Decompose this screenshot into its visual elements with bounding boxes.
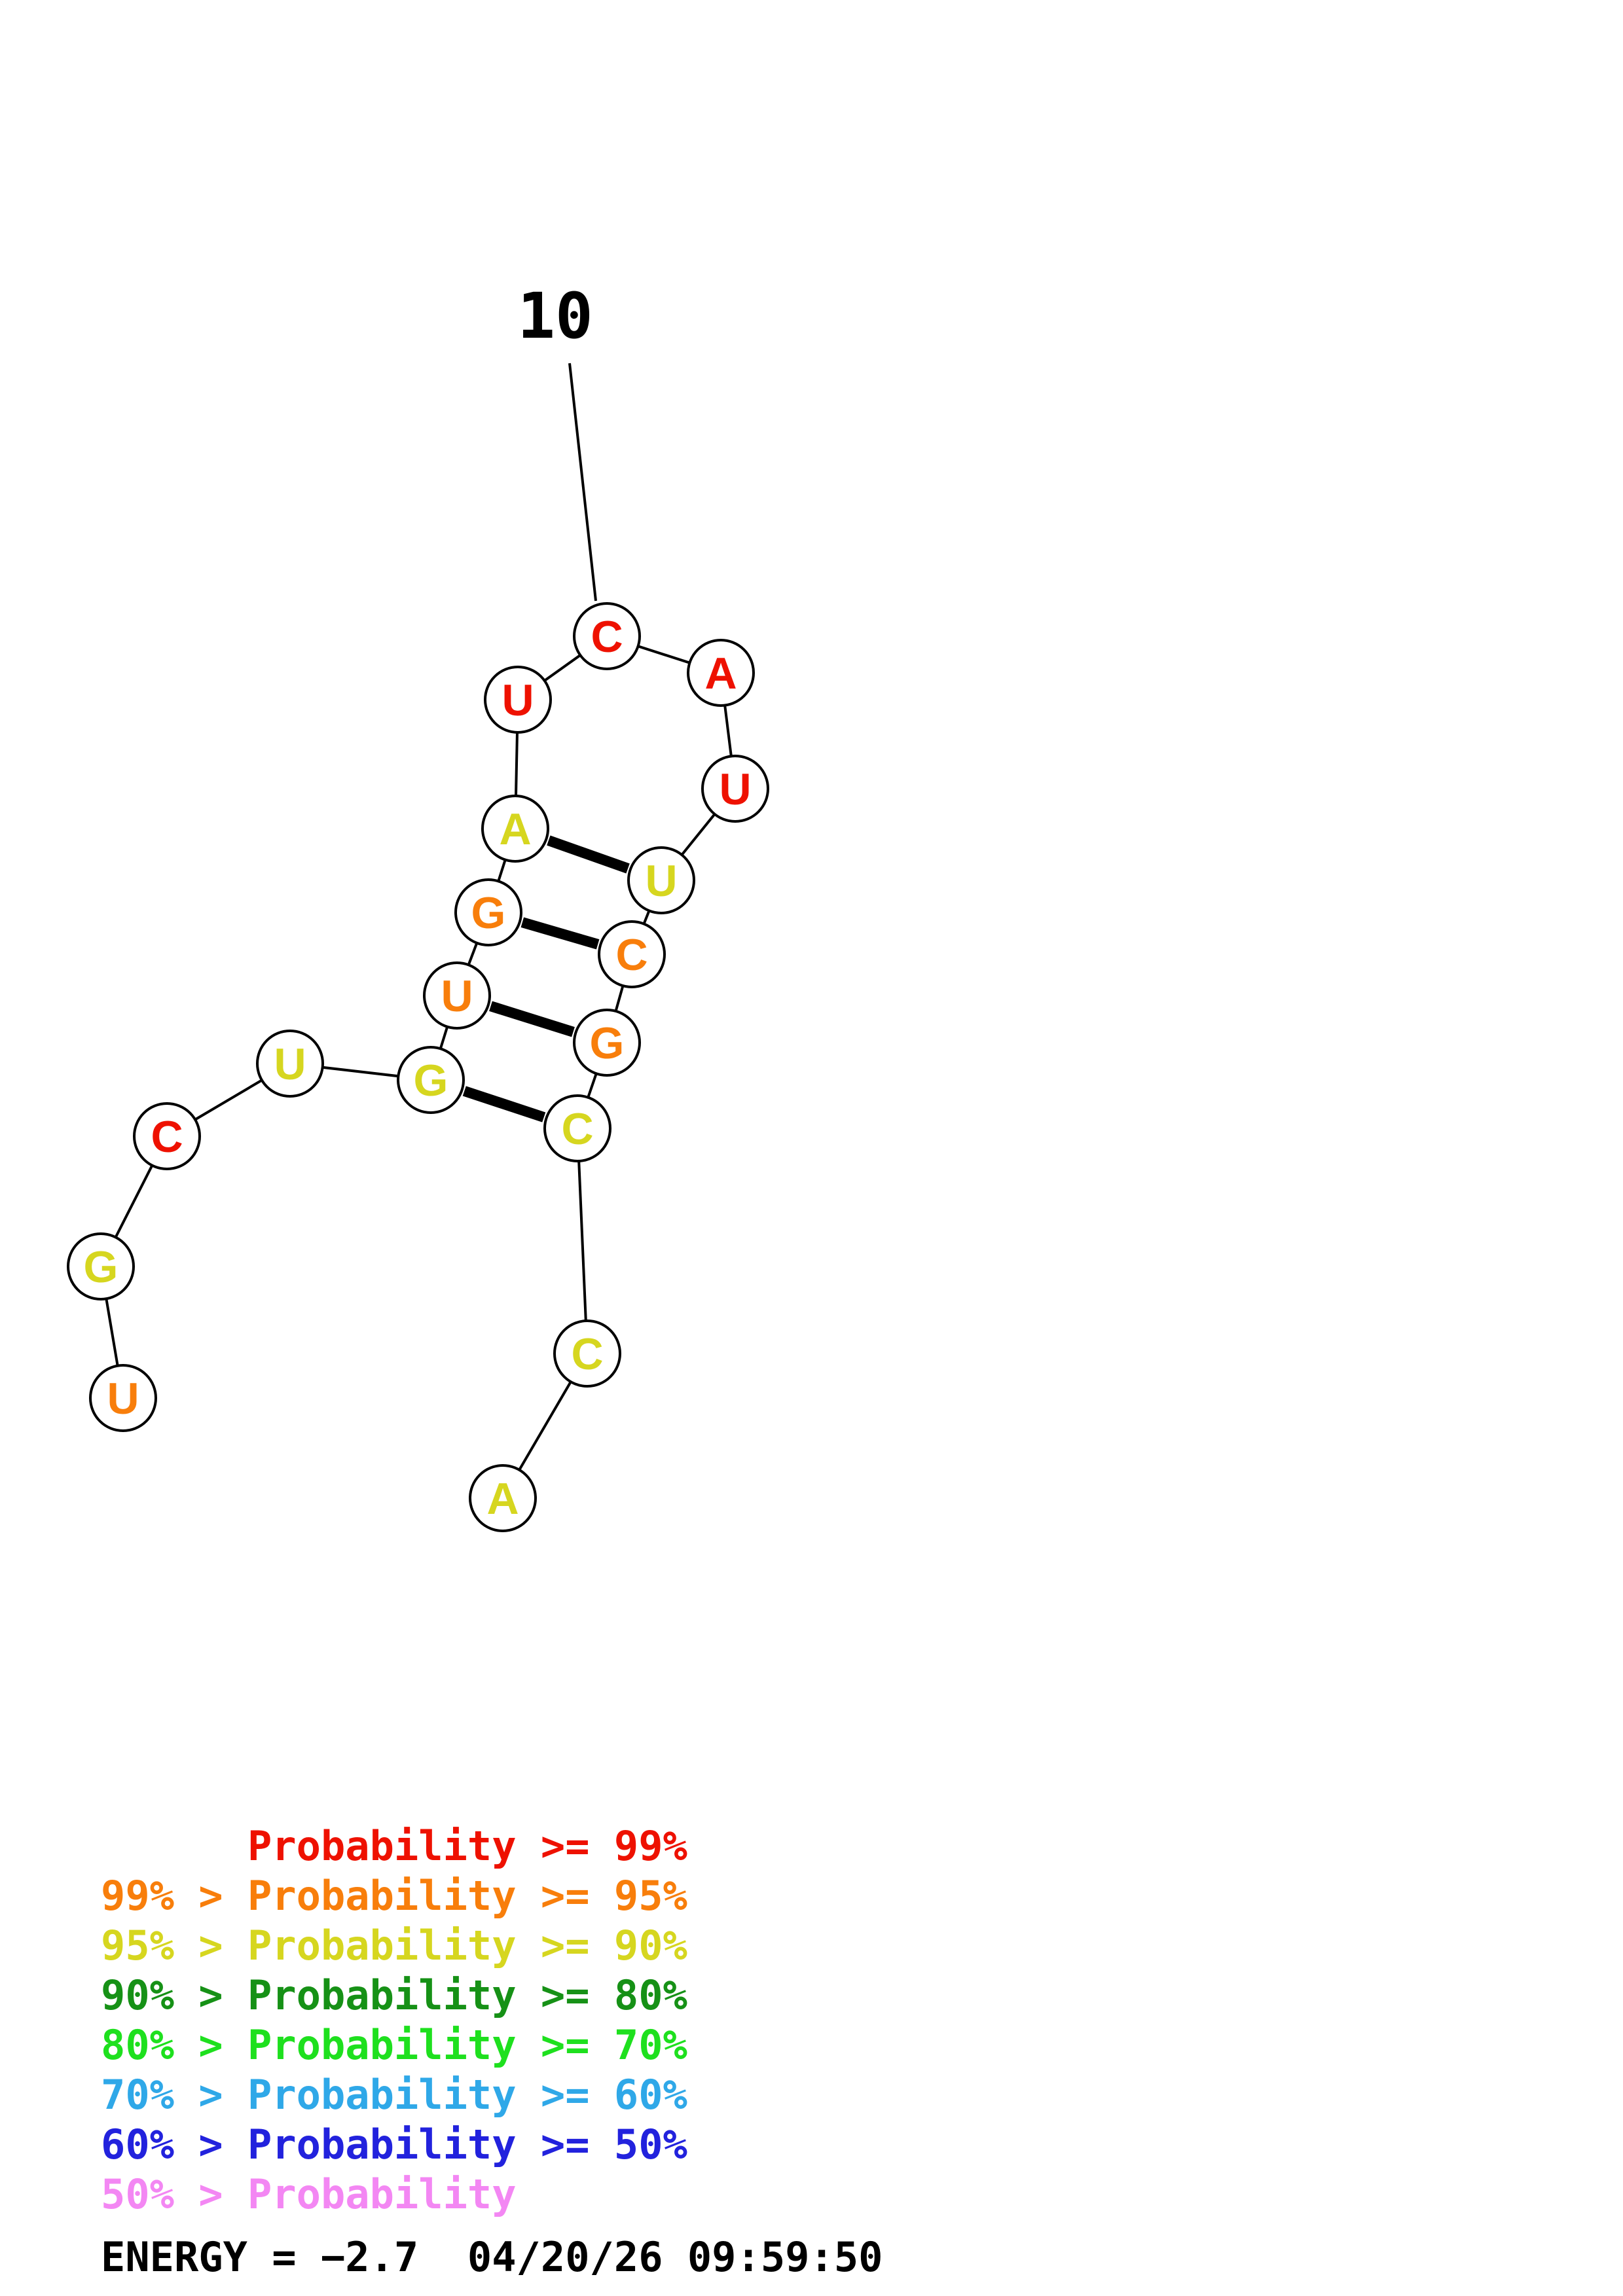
nucleotide-base: G bbox=[84, 1242, 119, 1292]
nucleotide-base: G bbox=[414, 1056, 448, 1105]
nucleotide-base: C bbox=[591, 612, 623, 662]
nucleotide-base: C bbox=[571, 1329, 603, 1379]
nucleotide-circle bbox=[133, 1102, 201, 1170]
nucleotide-circle bbox=[454, 878, 522, 946]
sequence-position-label: 10 bbox=[517, 279, 593, 353]
nucleotide-circle bbox=[481, 795, 549, 863]
legend-item: 80% > Probability >= 70% bbox=[101, 2021, 687, 2069]
nucleotide-base: U bbox=[501, 675, 534, 725]
base-pair-line bbox=[489, 1001, 575, 1037]
legend-item: 90% > Probability >= 80% bbox=[101, 1971, 687, 2019]
nucleotide-circle bbox=[256, 1030, 324, 1098]
nucleotide-circle bbox=[484, 666, 552, 734]
nucleotide-circle bbox=[543, 1094, 611, 1162]
nucleotide-circle bbox=[701, 755, 769, 823]
nucleotide-base: A bbox=[704, 649, 737, 698]
probability-legend: Probability >= 99% 99% > Probability >= … bbox=[101, 1821, 687, 2219]
energy-readout: ENERGY = −2.7 04/20/26 09:59:50 bbox=[101, 2233, 883, 2281]
nucleotide-circle bbox=[553, 1319, 621, 1388]
nucleotide-base: U bbox=[107, 1374, 139, 1424]
nucleotide-base: A bbox=[486, 1474, 519, 1524]
base-pair-line bbox=[520, 917, 600, 950]
legend-item: 95% > Probability >= 90% bbox=[101, 1922, 687, 1969]
legend-item: Probability >= 99% bbox=[101, 1822, 687, 1870]
base-pair-line bbox=[547, 835, 630, 874]
nucleotide-base: U bbox=[645, 856, 677, 906]
nucleotide-circle bbox=[573, 602, 641, 670]
backbone-line bbox=[576, 1128, 589, 1354]
base-pair-line bbox=[462, 1086, 546, 1122]
legend-item: 50% > Probability bbox=[101, 2170, 517, 2218]
legend-item: 99% > Probability >= 95% bbox=[101, 1872, 687, 1920]
nucleotide-base: G bbox=[590, 1018, 625, 1068]
nucleotide-base: G bbox=[471, 888, 506, 938]
nucleotide-circle bbox=[598, 920, 666, 988]
nucleotide-circle bbox=[67, 1232, 135, 1300]
nucleotide-base: U bbox=[441, 971, 473, 1021]
nucleotide-circle bbox=[469, 1464, 537, 1532]
nucleotide-circle bbox=[397, 1046, 465, 1114]
legend-item: 70% > Probability >= 60% bbox=[101, 2071, 687, 2119]
nucleotide-base: C bbox=[615, 930, 647, 980]
nucleotide-circle bbox=[687, 639, 755, 707]
nucleotide-circle bbox=[627, 846, 695, 914]
nucleotide-base: C bbox=[561, 1104, 593, 1154]
nucleotide-base: A bbox=[499, 804, 531, 854]
nucleotide-base: U bbox=[274, 1039, 306, 1089]
nucleotide-circle bbox=[573, 1009, 641, 1077]
nucleotide-circle bbox=[423, 961, 491, 1030]
nucleotide-base: U bbox=[719, 764, 751, 814]
nucleotide-base: C bbox=[151, 1112, 183, 1162]
label-connector-line bbox=[568, 363, 597, 601]
legend-item: 60% > Probability >= 50% bbox=[101, 2121, 687, 2168]
nucleotide-circle bbox=[89, 1364, 157, 1432]
